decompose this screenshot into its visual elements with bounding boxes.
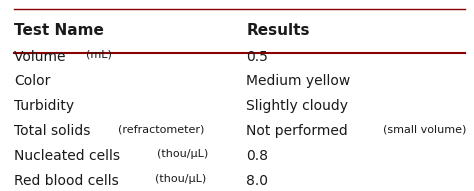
Text: Volume: Volume [14, 50, 70, 64]
Text: (mL): (mL) [86, 50, 112, 60]
Text: Results: Results [246, 23, 310, 38]
Text: (thou/μL): (thou/μL) [155, 174, 206, 184]
Text: Turbidity: Turbidity [14, 99, 74, 113]
Text: 0.8: 0.8 [246, 149, 268, 163]
Text: (small volume): (small volume) [383, 124, 467, 134]
Text: Medium yellow: Medium yellow [246, 74, 351, 88]
Text: Red blood cells: Red blood cells [14, 174, 123, 188]
Text: Total solids: Total solids [14, 124, 95, 138]
Text: 8.0: 8.0 [246, 174, 268, 188]
Text: Not performed: Not performed [246, 124, 353, 138]
Text: (refractometer): (refractometer) [118, 124, 205, 134]
Text: Test Name: Test Name [14, 23, 104, 38]
Text: Nucleated cells: Nucleated cells [14, 149, 125, 163]
Text: Color: Color [14, 74, 51, 88]
Text: Slightly cloudy: Slightly cloudy [246, 99, 348, 113]
Text: (thou/μL): (thou/μL) [156, 149, 208, 159]
Text: 0.5: 0.5 [246, 50, 268, 64]
